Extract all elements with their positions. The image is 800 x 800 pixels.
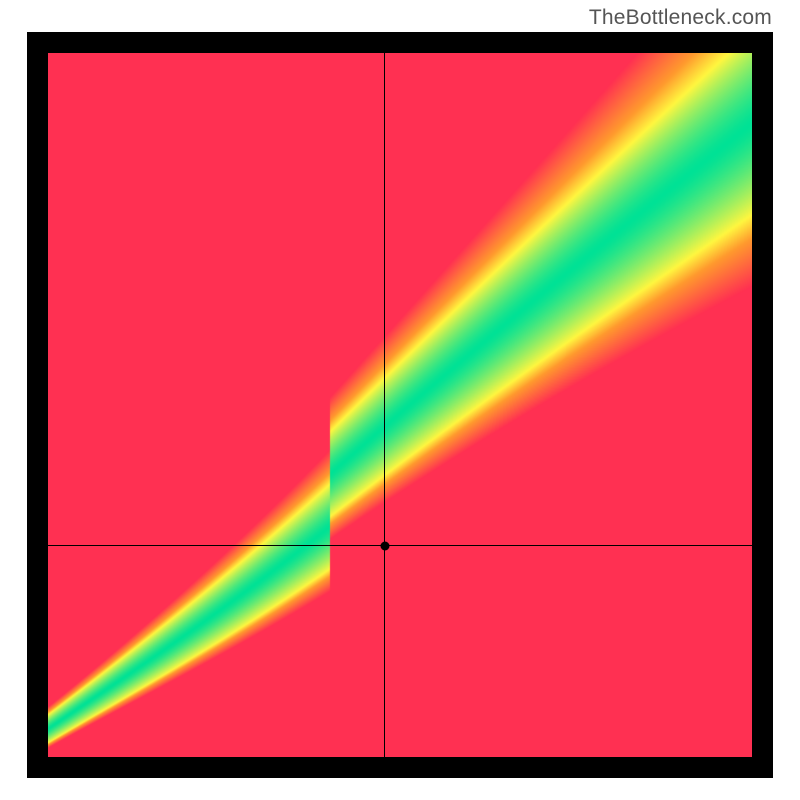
- crosshair-vertical: [384, 53, 385, 757]
- watermark-label: TheBottleneck.com: [589, 6, 772, 30]
- heatmap-canvas: [48, 53, 752, 757]
- crosshair-horizontal: [48, 545, 752, 546]
- crosshair-dot: [380, 541, 389, 550]
- heatmap-frame: [27, 32, 773, 778]
